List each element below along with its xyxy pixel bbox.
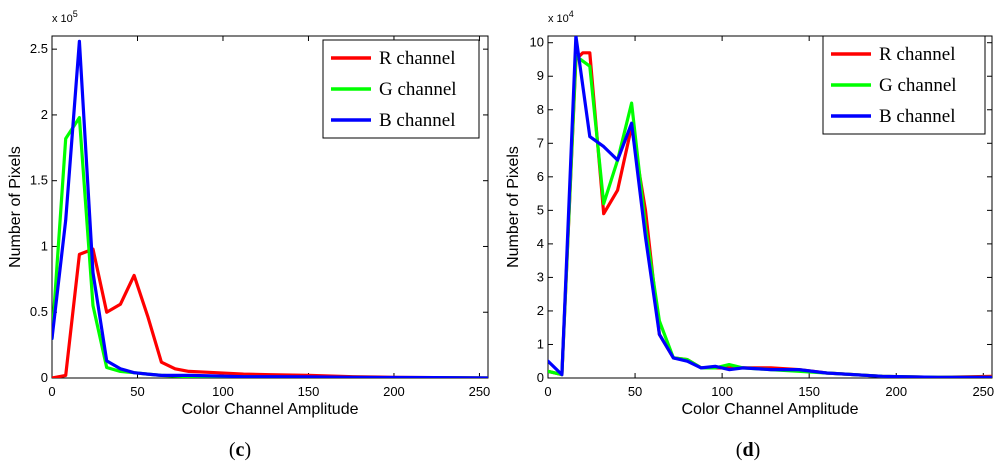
chart-panel-c: 0 50 100 150 200 250 0 0.5 1 1.5 2 2.5 x 105 Color Ch…: [7, 9, 490, 461]
y-tick-label: 5: [537, 202, 544, 217]
y-tick-label: 1: [41, 238, 48, 253]
legend-label: B channel: [379, 110, 456, 131]
x-tick-label: 0: [48, 384, 55, 399]
legend: R channel G channel B channel: [322, 39, 480, 139]
x-tick-label: 250: [972, 384, 994, 399]
x-tick-label: 150: [298, 384, 320, 399]
x-axis-title: Color Channel Amplitude: [182, 401, 359, 418]
x-tick-label: 100: [711, 384, 733, 399]
legend-label: G channel: [879, 75, 957, 96]
x-tick-label: 150: [798, 384, 820, 399]
y-tick-label: 2.5: [30, 41, 48, 56]
y-tick-label: 0: [537, 370, 544, 385]
legend: R channel G channel B channel: [822, 35, 986, 135]
y-axis-title: Number of Pixels: [505, 146, 522, 268]
y-tick-label: 1: [537, 336, 544, 351]
y-exponent-label: x 105: [52, 9, 78, 25]
panel-label: (c): [229, 439, 251, 461]
y-axis-title: Number of Pixels: [7, 146, 24, 268]
y-tick-label: 2: [41, 107, 48, 122]
x-tick-label: 50: [130, 384, 144, 399]
y-tick-label: 0.5: [30, 304, 48, 319]
x-axis-title: Color Channel Amplitude: [682, 401, 859, 418]
y-tick-label: 10: [530, 35, 544, 50]
y-tick-label: 0: [41, 370, 48, 385]
x-tick-label: 250: [469, 384, 491, 399]
y-tick-label: 1.5: [30, 173, 48, 188]
y-tick-label: 7: [537, 135, 544, 150]
y-tick-label: 8: [537, 102, 544, 117]
panel-label: (d): [736, 439, 760, 461]
y-tick-label: 4: [537, 236, 544, 251]
legend-label: R channel: [879, 44, 956, 65]
x-tick-label: 200: [383, 384, 405, 399]
chart-panel-d: 0 50 100 150 200 250 0 1 2 3 4 5 6 7 8 9 10 x 104 Color Ch…: [505, 9, 994, 461]
y-tick-label: 6: [537, 169, 544, 184]
x-tick-label: 0: [544, 384, 551, 399]
x-tick-label: 200: [885, 384, 907, 399]
y-exponent-power: 4: [569, 9, 574, 19]
y-tick-label: 2: [537, 303, 544, 318]
series-line-b: [52, 39, 488, 378]
y-exponent-power: 5: [73, 9, 78, 19]
legend-label: B channel: [879, 106, 956, 127]
legend-label: R channel: [379, 48, 456, 69]
x-tick-label: 100: [212, 384, 234, 399]
series-line-b: [548, 36, 992, 378]
y-tick-label: 3: [537, 269, 544, 284]
y-tick-label: 9: [537, 68, 544, 83]
x-tick-label: 50: [628, 384, 642, 399]
y-exponent-label: x 104: [548, 9, 574, 25]
legend-label: G channel: [379, 79, 457, 100]
